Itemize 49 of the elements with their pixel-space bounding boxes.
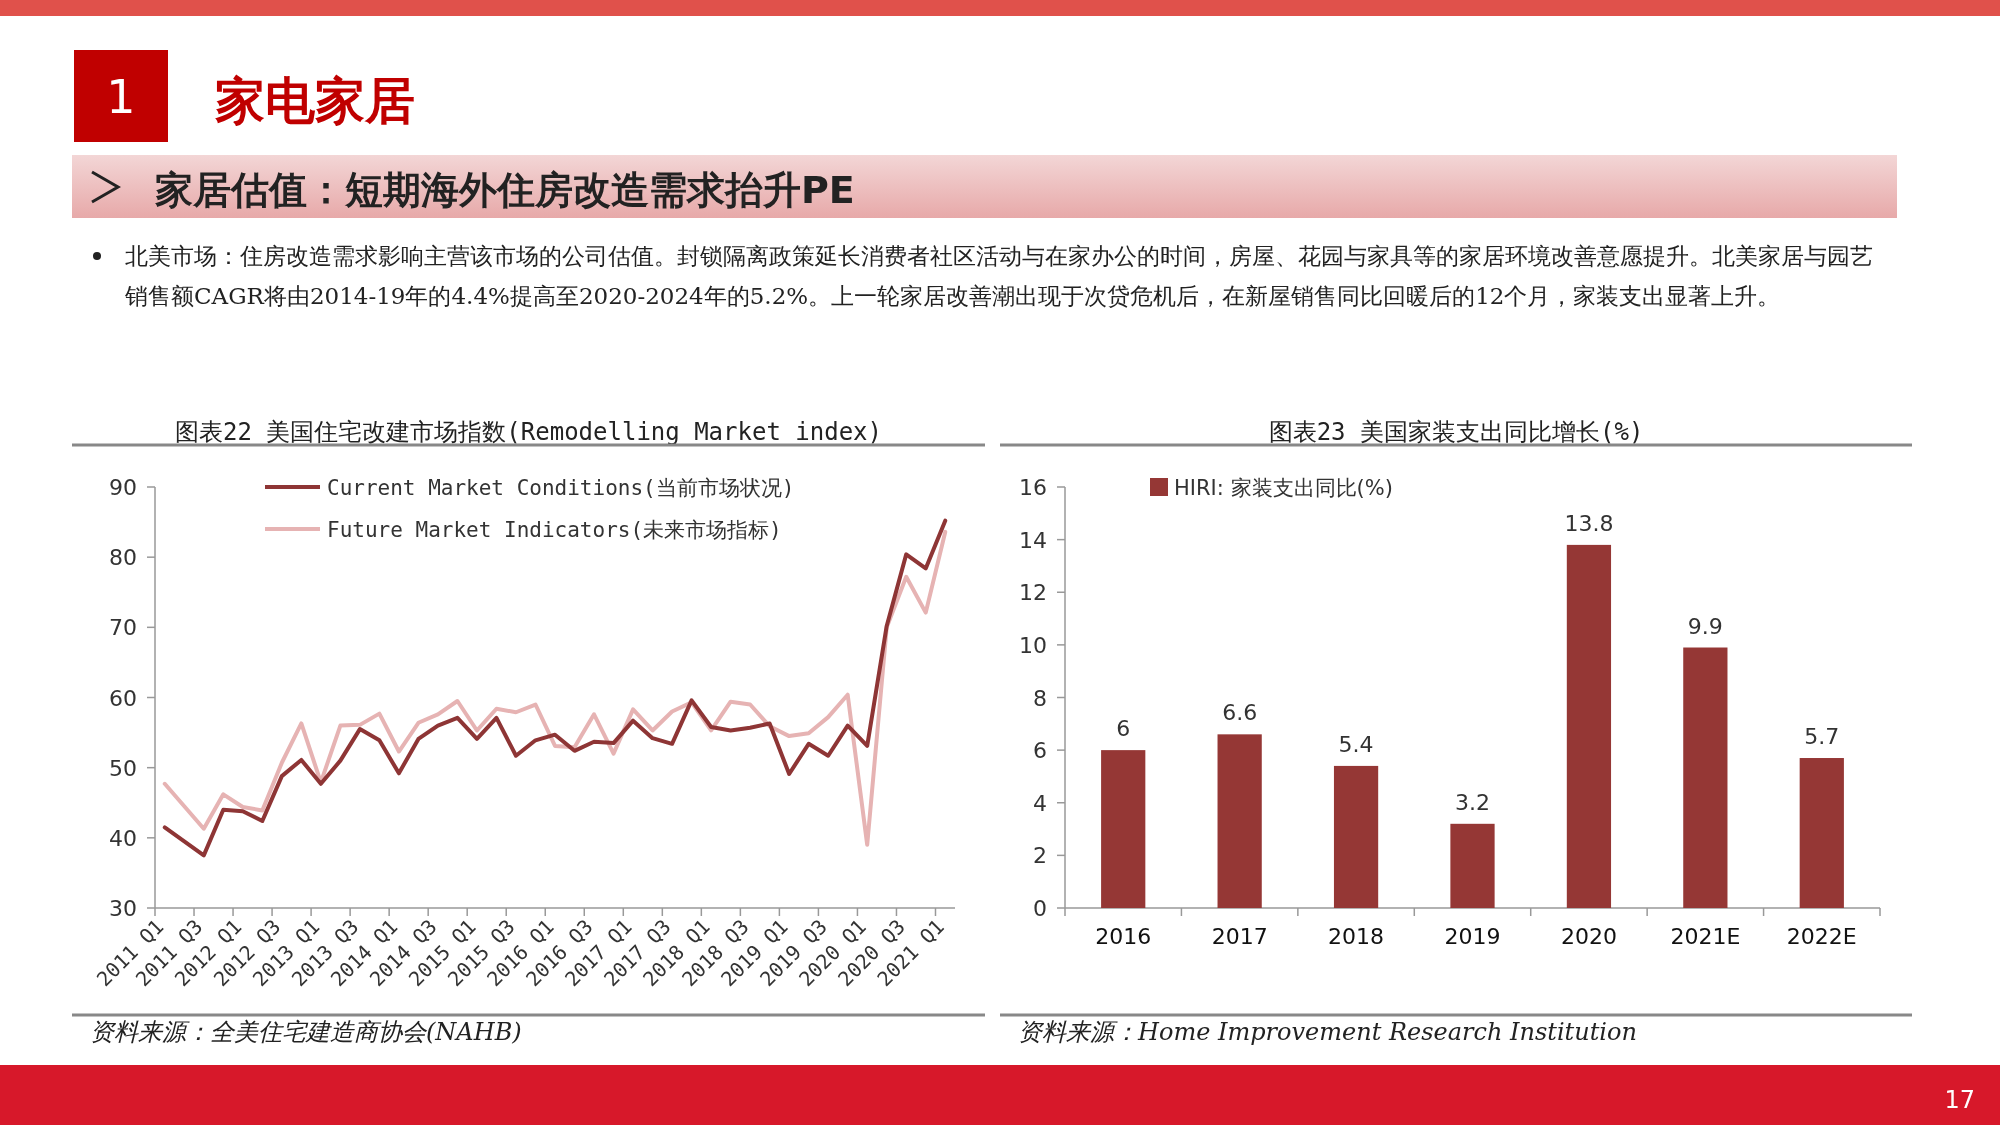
bar [1101, 750, 1146, 908]
bar [1217, 734, 1262, 908]
text: 家电家居 [215, 72, 415, 130]
chart-title: 图表23 美国家装支出同比增长(%) [1268, 418, 1644, 446]
bar [1450, 823, 1495, 908]
chart-title: 图表22 美国住宅改建市场指数(Remodelling Market index) [174, 418, 883, 446]
y-tick-label: 16 [1019, 475, 1047, 500]
text: 北美市场：住房改造需求影响主营该市场的公司估值。封锁隔离政策延长消费者社区活动与在家办公的时间，房屋、花园与家具等的家居环境改善意愿提升。北美家居与园艺销售额CAGR将由2014-19年的4.4%提高至2020-2024年的5.2%。上一轮家居改善潮出现于次贷危机后，在新屋销售同比回暖后的12个月，家装支出显著上升。 [125, 242, 1874, 311]
y-tick-label: 40 [109, 825, 137, 851]
x-tick-label: 2020 [1560, 924, 1617, 949]
y-tick-label: 30 [109, 896, 137, 921]
x-tick-label: 2017 [1211, 924, 1268, 949]
text: 资料来源：Home Improvement Research Institution [1018, 1018, 1637, 1046]
y-tick-label: 50 [109, 755, 137, 781]
legend-label: Future Market Indicators(未来市场指标) [327, 518, 782, 542]
text: 1 [106, 70, 136, 124]
text: 17 [1944, 1086, 1975, 1114]
data-label: 13.8 [1564, 510, 1614, 536]
x-tick-label: 2019 [1444, 924, 1501, 949]
data-label: 3.2 [1455, 789, 1490, 815]
y-tick-label: 60 [109, 685, 137, 711]
data-label: 6 [1116, 716, 1131, 742]
x-tick-label: 2018 [1328, 924, 1385, 949]
text: 资料来源：全美住宅建造商协会(NAHB) [90, 1018, 522, 1046]
legend-label: Current Market Conditions(当前市场状况) [327, 476, 795, 500]
y-tick-label: 4 [1033, 790, 1047, 816]
bar [1683, 647, 1728, 908]
y-tick-label: 8 [1033, 685, 1047, 711]
y-tick-label: 6 [1033, 738, 1047, 764]
y-tick-label: 0 [1033, 896, 1047, 921]
y-tick-label: 2 [1033, 843, 1047, 869]
legend-label: HIRI: 家装支出同比(%) [1174, 476, 1393, 500]
y-tick-label: 70 [109, 615, 137, 641]
y-tick-label: 10 [1019, 632, 1047, 658]
data-label: 6.6 [1222, 700, 1258, 726]
y-tick-label: 14 [1019, 527, 1047, 553]
data-label: 5.4 [1338, 731, 1374, 757]
x-tick-label: 2022E [1786, 924, 1857, 949]
x-tick-label: 2021E [1670, 924, 1741, 949]
bar [1333, 765, 1379, 908]
y-tick-label: 12 [1019, 580, 1047, 606]
x-tick-label: 2016 [1095, 924, 1152, 949]
bar [1799, 758, 1844, 908]
bar [1566, 544, 1612, 908]
data-label: 5.7 [1804, 724, 1840, 750]
text: 家居估值：短期海外住房改造需求抬升PE [155, 168, 855, 212]
y-tick-label: 90 [109, 475, 137, 500]
data-label: 9.9 [1687, 613, 1723, 639]
y-tick-label: 80 [109, 545, 137, 571]
